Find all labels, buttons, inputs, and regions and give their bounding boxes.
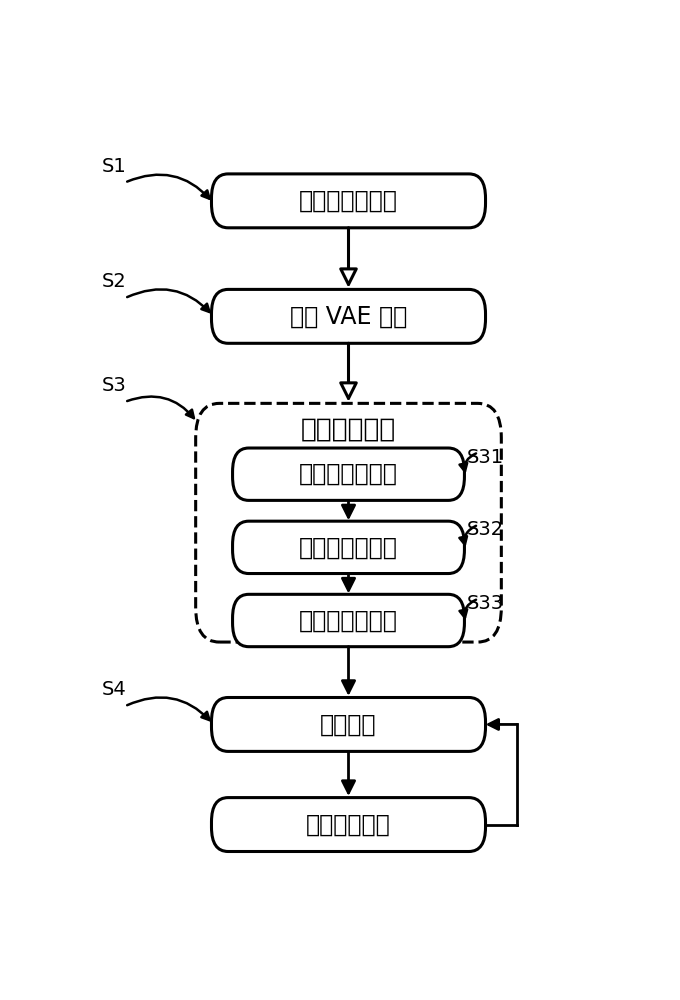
Text: 铺中层耐磨漆料: 铺中层耐磨漆料 [299,535,398,559]
Text: S32: S32 [467,520,504,539]
Text: S1: S1 [101,157,126,176]
Text: 铺上层耐磨漆料: 铺上层耐磨漆料 [299,608,398,633]
FancyBboxPatch shape [233,448,464,500]
FancyBboxPatch shape [211,289,486,343]
Text: 摩擦系数检测: 摩擦系数检测 [306,813,391,837]
Text: S4: S4 [101,680,126,699]
Text: 铺底层耐磨漆料: 铺底层耐磨漆料 [299,462,398,486]
FancyBboxPatch shape [196,403,501,642]
FancyBboxPatch shape [211,798,486,852]
Text: S3: S3 [101,376,126,395]
Text: S2: S2 [101,272,126,291]
FancyBboxPatch shape [211,698,486,751]
Text: 喷洒 VAE 乳液: 喷洒 VAE 乳液 [290,304,407,328]
FancyBboxPatch shape [211,174,486,228]
Text: 涂布耐磨底漆: 涂布耐磨底漆 [301,417,396,443]
FancyBboxPatch shape [233,521,464,574]
Text: S31: S31 [467,448,504,467]
Text: S33: S33 [467,594,504,613]
Text: 涂布面漆: 涂布面漆 [320,712,377,736]
FancyBboxPatch shape [233,594,464,647]
Text: 路基表面预处理: 路基表面预处理 [299,189,398,213]
